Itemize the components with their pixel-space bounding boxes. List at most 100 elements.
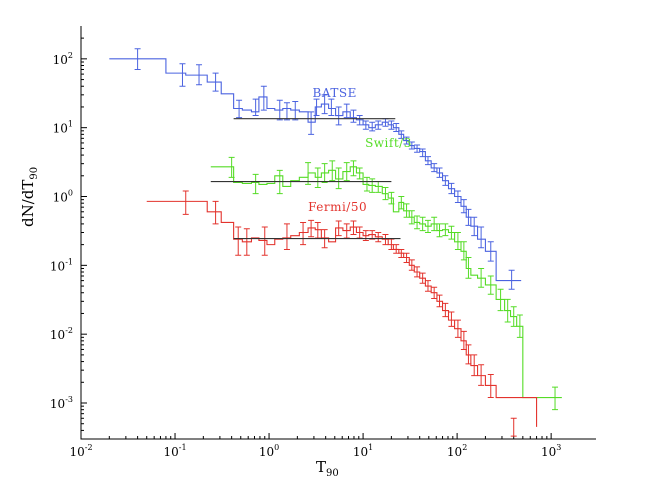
error-bar [243,228,250,256]
error-bar [350,109,357,123]
x-tick-label: 10-1 [163,443,186,459]
error-bar [343,103,350,119]
error-bar [497,288,504,312]
series-label: BATSE [313,86,357,100]
error-bar [414,215,421,230]
error-bar [356,167,363,180]
y-tick-label: 10-2 [50,326,73,342]
error-bar [343,223,350,239]
error-bar [398,248,405,258]
error-bar [335,220,342,237]
x-axis-title: T90 [316,458,339,479]
error-bar [408,141,415,150]
error-bar [454,190,461,203]
error-bar [292,101,299,121]
error-bar [134,48,141,71]
error-bar [313,98,320,117]
error-bar [408,210,415,225]
step-line [146,200,538,427]
error-bar [448,182,455,195]
error-bar [419,216,426,232]
error-bar [228,156,235,178]
error-bar [350,220,357,236]
series-swift-3: Swift/3 [210,136,562,411]
x-tick-label: 102 [447,443,467,459]
y-tick-label: 10-3 [50,395,73,411]
error-bar [454,319,461,338]
error-bar [403,252,410,263]
y-axis-title: dN/dT90 [19,166,40,227]
error-bar [510,417,517,437]
error-bar [182,190,189,215]
step-line [210,166,562,399]
error-bar [419,148,426,158]
error-bar [478,267,485,288]
x-tick-label: 101 [353,443,373,459]
error-bar [460,330,467,350]
error-bar [487,241,494,262]
series-label: Fermi/50 [308,200,367,214]
error-bar [487,275,494,295]
error-bar [398,130,405,139]
error-bar [504,298,511,323]
error-bar [388,120,395,130]
y-tick-label: 10-1 [50,257,73,273]
error-bar [308,111,315,135]
error-bar [436,167,443,178]
error-bar [442,223,449,237]
y-tick-label: 101 [53,120,73,136]
error-bar [478,364,485,386]
error-bar [382,234,389,246]
error-bar [465,208,472,226]
error-bar [335,106,342,126]
error-bar [369,230,376,240]
error-bar [382,187,389,201]
error-bar [363,176,370,192]
error-bar [419,272,426,284]
error-bar [424,280,431,292]
error-bar [403,203,410,218]
error-bar [424,219,431,233]
error-bar [471,216,478,237]
error-bar [508,269,515,290]
error-bar [424,156,431,166]
error-bar [356,115,363,126]
error-bar [235,226,242,256]
error-bar [362,120,369,130]
y-tick-label: 102 [53,51,73,67]
error-bar [369,121,376,132]
error-bar [300,221,307,246]
error-bar [252,173,259,195]
error-bar [431,286,438,299]
series-fermi-50: Fermi/50 [146,190,538,437]
error-bar [196,64,203,86]
error-bar [308,219,315,238]
error-bar [436,294,443,308]
error-bar [329,160,336,182]
error-bar [252,98,259,117]
error-bar [436,223,443,238]
error-bar [356,226,363,239]
error-bar [283,102,290,121]
error-bar [471,354,478,377]
x-tick-label: 100 [259,443,279,459]
error-bar [403,136,410,145]
error-bar [465,256,472,279]
error-bar [212,200,219,225]
error-bar [393,122,400,132]
error-bar [408,259,415,271]
error-bar [552,386,559,411]
error-bar [283,223,290,250]
error-bar [179,63,186,87]
error-bar [328,98,335,117]
error-bar [431,216,438,232]
error-bar [516,314,523,338]
error-bar [261,226,268,256]
error-bar [460,199,467,214]
error-bar [335,167,342,190]
series-batse: BATSE [109,48,522,290]
error-bar [388,238,395,250]
error-bar [393,244,400,254]
error-bar [375,120,382,130]
